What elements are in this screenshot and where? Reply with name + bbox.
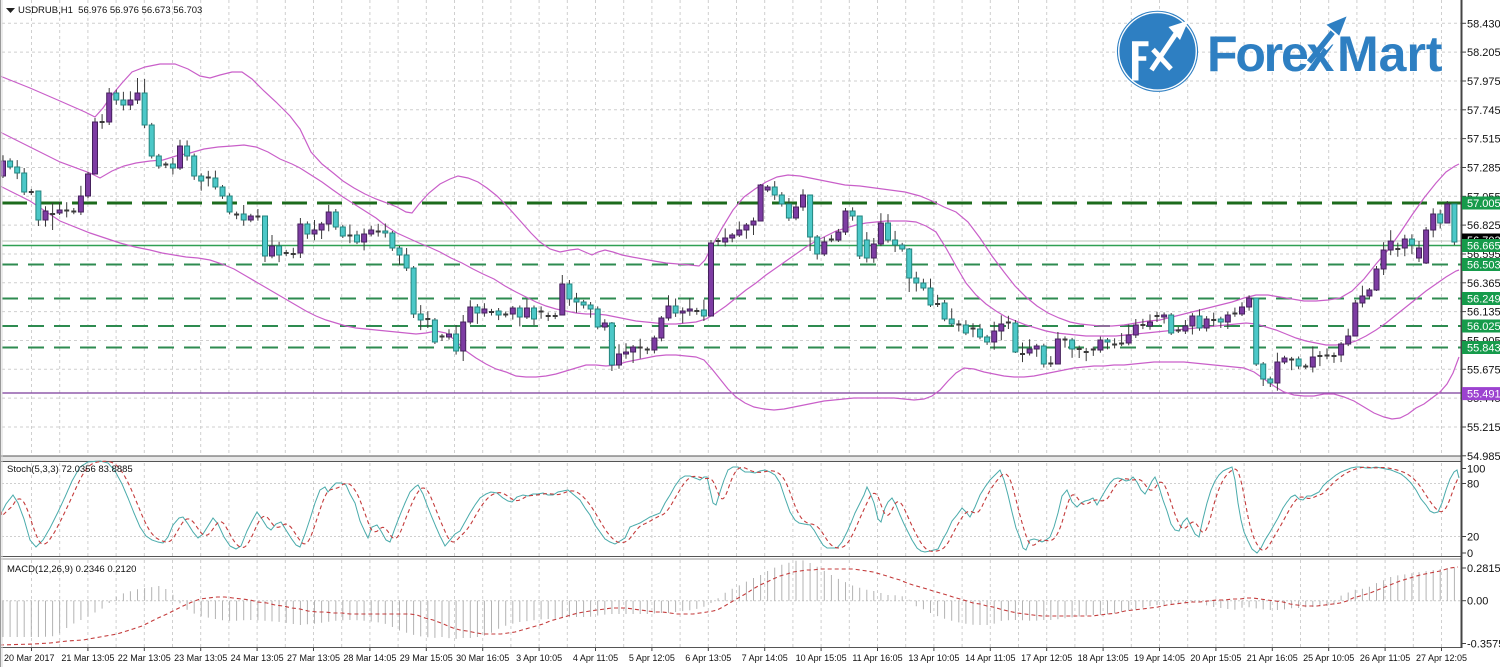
svg-text:27 Apr 12:05: 27 Apr 12:05 <box>1416 653 1467 663</box>
svg-text:11 Apr 16:05: 11 Apr 16:05 <box>852 653 902 663</box>
svg-text:MACD(12,26,9) 0.2346 0.2120: MACD(12,26,9) 0.2346 0.2120 <box>7 564 136 575</box>
svg-text:7 Apr 14:05: 7 Apr 14:05 <box>742 653 788 663</box>
svg-text:USDRUB,H1 56.976 56.976 56.67: USDRUB,H1 56.976 56.976 56.673 56.703 <box>18 5 202 16</box>
svg-text:20 Mar 2017: 20 Mar 2017 <box>4 653 55 663</box>
svg-text:27 Mar 13:05: 27 Mar 13:05 <box>287 653 340 663</box>
svg-text:21 Mar 13:05: 21 Mar 13:05 <box>61 653 114 663</box>
svg-text:55.675: 55.675 <box>1467 364 1500 376</box>
svg-text:19 Apr 14:05: 19 Apr 14:05 <box>1134 653 1185 663</box>
svg-text:58.430: 58.430 <box>1467 18 1500 30</box>
svg-text:100: 100 <box>1467 464 1485 476</box>
svg-text:21 Apr 16:05: 21 Apr 16:05 <box>1247 653 1298 663</box>
svg-text:56.665: 56.665 <box>1467 241 1500 253</box>
svg-text:56.135: 56.135 <box>1467 307 1500 319</box>
svg-text:58.205: 58.205 <box>1467 47 1500 59</box>
svg-text:55.215: 55.215 <box>1467 422 1500 434</box>
svg-text:14 Apr 11:05: 14 Apr 11:05 <box>965 653 1015 663</box>
svg-text:13 Apr 10:05: 13 Apr 10:05 <box>908 653 959 663</box>
svg-text:56.249: 56.249 <box>1467 294 1500 306</box>
svg-text:57.515: 57.515 <box>1467 134 1500 146</box>
svg-text:18 Apr 13:05: 18 Apr 13:05 <box>1078 653 1129 663</box>
svg-text:20 Apr 15:05: 20 Apr 15:05 <box>1190 653 1241 663</box>
svg-text:56.825: 56.825 <box>1467 220 1500 232</box>
svg-text:54.985: 54.985 <box>1467 451 1500 463</box>
svg-text:80: 80 <box>1467 479 1479 491</box>
svg-text:3 Apr 10:05: 3 Apr 10:05 <box>516 653 562 663</box>
svg-text:5 Apr 12:05: 5 Apr 12:05 <box>629 653 675 663</box>
svg-text:10 Apr 15:05: 10 Apr 15:05 <box>796 653 847 663</box>
svg-text:29 Mar 15:05: 29 Mar 15:05 <box>400 653 453 663</box>
svg-text:25 Apr 10:05: 25 Apr 10:05 <box>1303 653 1354 663</box>
svg-text:6 Apr 13:05: 6 Apr 13:05 <box>685 653 731 663</box>
svg-text:57.005: 57.005 <box>1467 198 1500 210</box>
svg-text:30 Mar 16:05: 30 Mar 16:05 <box>456 653 509 663</box>
svg-text:57.975: 57.975 <box>1467 76 1500 88</box>
svg-text:28 Mar 14:05: 28 Mar 14:05 <box>343 653 396 663</box>
svg-text:56.365: 56.365 <box>1467 278 1500 290</box>
svg-text:55.491: 55.491 <box>1467 389 1500 401</box>
svg-text:17 Apr 12:05: 17 Apr 12:05 <box>1021 653 1072 663</box>
svg-text:0.00: 0.00 <box>1467 596 1488 608</box>
svg-text:55.843: 55.843 <box>1467 343 1500 355</box>
svg-text:23 Mar 13:05: 23 Mar 13:05 <box>174 653 227 663</box>
svg-text:56.503: 56.503 <box>1467 260 1500 272</box>
svg-text:20: 20 <box>1467 532 1479 544</box>
svg-text:57.285: 57.285 <box>1467 163 1500 175</box>
svg-text:4 Apr 11:05: 4 Apr 11:05 <box>573 653 618 663</box>
svg-text:24 Mar 13:05: 24 Mar 13:05 <box>231 653 284 663</box>
svg-text:56.025: 56.025 <box>1467 321 1500 333</box>
svg-text:57.745: 57.745 <box>1467 105 1500 117</box>
svg-text:Stoch(5,3,3) 72.0356 83.8885: Stoch(5,3,3) 72.0356 83.8885 <box>7 464 133 475</box>
svg-text:26 Apr 11:05: 26 Apr 11:05 <box>1360 653 1410 663</box>
svg-text:0: 0 <box>1467 548 1473 560</box>
svg-text:22 Mar 13:05: 22 Mar 13:05 <box>118 653 171 663</box>
svg-text:0.2815: 0.2815 <box>1467 563 1500 575</box>
svg-text:Mart: Mart <box>1337 26 1443 82</box>
